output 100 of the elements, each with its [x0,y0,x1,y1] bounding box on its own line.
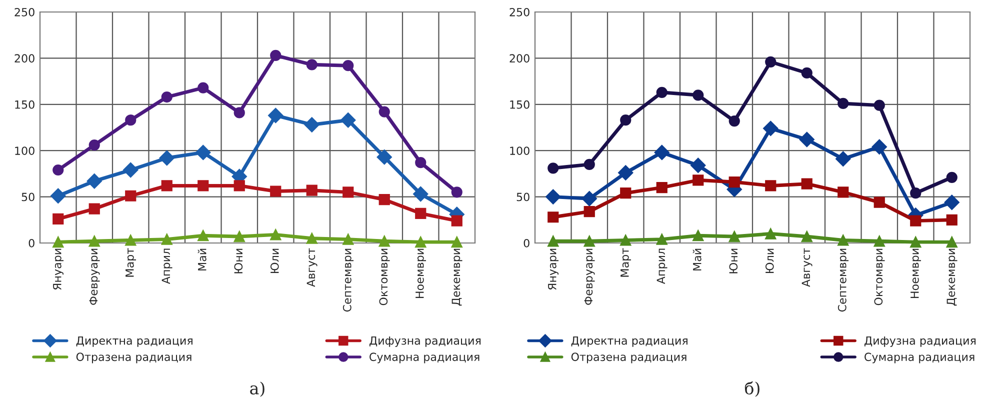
point [161,180,172,192]
point [582,191,597,206]
x-tick-label: Януари [53,248,64,290]
x-tick-label: Март [620,248,631,277]
point [306,59,318,70]
x-tick-label: Юли [765,248,774,274]
legend-label: Сумарна радиация [370,352,480,364]
y-tick-label: 0 [28,238,34,248]
point [944,194,960,210]
point [234,180,245,192]
point [946,214,958,226]
point [52,164,64,176]
y-tick-label: 150 [510,100,530,109]
x-tick-label: Март [126,248,136,277]
point [198,180,209,192]
point [548,236,559,247]
point [52,213,64,225]
point [838,234,849,246]
x-tick-label: Май [692,248,702,270]
point [415,236,426,248]
point [88,203,100,214]
point [874,236,885,247]
point [620,188,632,199]
point [548,162,559,174]
legend-label: Директна радиация [76,336,192,347]
point [765,180,776,192]
x-tick-label: Юни [729,248,738,274]
x-tick-label: Февруари [584,248,595,305]
point [161,234,172,245]
point [728,230,740,242]
point [656,234,668,245]
point [618,165,634,180]
point [268,108,284,124]
point [270,229,282,240]
point [838,186,849,198]
point [728,115,740,127]
x-tick-label: Август [306,248,318,287]
point [654,144,670,160]
x-tick-label: Април [162,248,172,284]
legend-label: Сумарна радиация [864,352,974,364]
point [799,132,814,148]
point [306,184,318,196]
point [584,158,595,170]
x-tick-label: Септември [342,248,354,312]
point [451,186,462,198]
y-tick-label: 200 [14,54,34,63]
x-tick-label: Октомври [379,248,390,306]
point [198,230,209,242]
point [765,228,776,240]
point [159,150,174,166]
y-tick-label: 100 [510,146,530,155]
point [198,82,209,94]
point [125,190,136,202]
point [946,172,958,183]
point [270,50,282,61]
point [801,67,812,79]
point [342,186,354,198]
point [342,234,354,245]
y-tick-label: 100 [15,146,34,155]
legend-label: Отразена радиация [571,352,686,364]
point [340,112,356,128]
y-tick-label: 50 [22,192,34,202]
point [234,230,245,242]
x-tick-label: Януари [548,248,558,290]
point [306,232,318,244]
y-tick-label: 150 [15,100,34,109]
point [376,150,392,165]
point [415,208,426,219]
point [765,56,776,68]
legend-label: Дифузна радиация [369,336,481,347]
point [378,236,390,247]
point [125,114,136,126]
point [584,206,595,218]
x-tick-label: Декември [452,248,462,306]
x-tick-label: Юли [270,248,279,274]
point [910,236,922,248]
point [910,188,922,199]
legend-label: Директна радиация [571,336,688,347]
x-tick-label: Април [656,248,668,284]
point [50,188,66,204]
point [123,162,138,178]
x-tick-label: Август [802,248,812,287]
x-tick-label: Септември [838,248,848,312]
point [874,196,885,208]
point [763,120,778,136]
point [234,107,245,118]
x-tick-label: Февруари [89,248,100,305]
x-tick-label: Октомври [874,248,885,306]
y-tick-label: 250 [510,8,530,16]
point [692,90,704,101]
y-tick-label: 50 [516,192,530,202]
point [413,186,428,202]
point [342,60,354,72]
point [86,174,102,189]
point [692,230,704,242]
point [125,234,136,246]
point [270,186,282,197]
point [546,189,561,204]
x-tick-label: Ноември [910,248,921,298]
point [692,174,704,186]
